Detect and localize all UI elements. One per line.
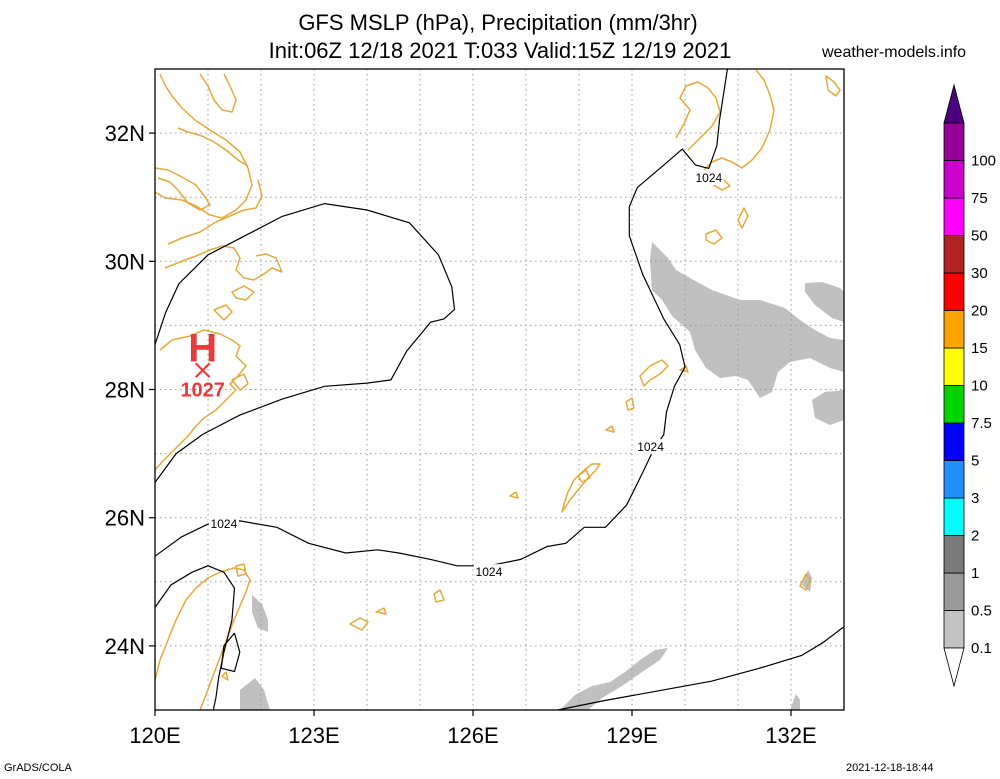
- lat-tick-label: 30N: [105, 249, 145, 274]
- lon-tick-label: 129E: [606, 723, 657, 748]
- colorbar-label: 15: [971, 340, 988, 357]
- lon-tick-label: 120E: [129, 723, 180, 748]
- colorbar-label: 5: [971, 453, 979, 470]
- coastlines: [155, 69, 841, 710]
- high-symbol: H: [188, 326, 217, 370]
- isobar-label: 1024: [211, 517, 238, 531]
- isobar-label: 1024: [695, 171, 722, 185]
- precipitation-shading: [240, 242, 844, 710]
- colorbar-label: 20: [971, 303, 988, 320]
- colorbar-label: 0.5: [971, 603, 992, 620]
- isobar-line: [155, 565, 236, 710]
- colorbar-swatch: [943, 385, 965, 424]
- colorbar-swatch: [943, 272, 965, 311]
- isobar-line: [155, 202, 456, 483]
- high-center-marker: [194, 362, 211, 379]
- isobars: [155, 69, 844, 710]
- colorbar-label: 1: [971, 565, 979, 582]
- colorbar-label: 75: [971, 190, 988, 207]
- footer-timestamp: 2021-12-18-18:44: [846, 762, 934, 774]
- colorbar-swatch: [943, 572, 965, 611]
- colorbar-swatch: [943, 122, 965, 161]
- site-name[interactable]: weather-models.info: [822, 44, 967, 61]
- high-pressure-center: H 1027: [180, 326, 225, 401]
- colorbar-label: 30: [971, 265, 988, 282]
- isobar-label-bg: [208, 516, 239, 532]
- isobar-label: 1024: [476, 565, 503, 579]
- colorbar-label: 10: [971, 378, 988, 395]
- isobar-line: [557, 626, 844, 710]
- axis-labels: 120E 123E 126E 129E 132E 24N 26N 28N 30N 32N: [105, 121, 817, 748]
- colorbar-label: 0.1: [971, 640, 992, 657]
- colorbar-label: 50: [971, 228, 988, 245]
- isobar-labels: 1024 1024 1024 1024: [208, 169, 724, 580]
- lat-tick-label: 28N: [105, 378, 145, 403]
- colorbar-label: 3: [971, 490, 979, 507]
- colorbar-swatch: [943, 310, 965, 349]
- lon-tick-label: 132E: [765, 723, 816, 748]
- colorbar-swatch: [943, 347, 965, 386]
- isobar-line: [220, 632, 241, 673]
- colorbar-swatch: [943, 160, 965, 199]
- colorbar-swatch: [943, 610, 965, 649]
- colorbar-label: 2: [971, 528, 979, 545]
- colorbar-high-arrow: [943, 83, 965, 124]
- colorbar-label: 7.5: [971, 415, 992, 432]
- colorbar-swatch: [943, 497, 965, 536]
- colorbar-swatch: [943, 422, 965, 461]
- lat-tick-label: 32N: [105, 121, 145, 146]
- isobar-label-bg: [473, 564, 504, 580]
- colorbar-label: 100: [971, 153, 996, 170]
- colorbar-low-arrow: [943, 647, 965, 688]
- title-line-2: Init:06Z 12/18 2021 T:033 Valid:15Z 12/1…: [268, 38, 732, 63]
- isobar-label-bg: [635, 439, 666, 455]
- lon-tick-label: 123E: [288, 723, 339, 748]
- colorbar-swatch: [943, 197, 965, 236]
- title-line-1: GFS MSLP (hPa), Precipitation (mm/3hr): [298, 10, 698, 35]
- precipitation-colorbar: 0.1 0.5 1 2 3 5 7.5 10 15 20 30 50 75 100: [943, 83, 996, 688]
- colorbar-swatch: [943, 535, 965, 574]
- lon-tick-label: 126E: [447, 723, 498, 748]
- colorbar-swatch: [943, 235, 965, 274]
- footer-credit: GrADS/COLA: [4, 762, 72, 774]
- lat-tick-label: 26N: [105, 506, 145, 531]
- isobar-label: 1024: [637, 440, 664, 454]
- isobar-line: [155, 69, 728, 567]
- high-pressure-value: 1027: [180, 379, 225, 401]
- isobar-label-bg: [693, 169, 724, 185]
- colorbar-swatch: [943, 460, 965, 499]
- lat-tick-label: 24N: [105, 634, 145, 659]
